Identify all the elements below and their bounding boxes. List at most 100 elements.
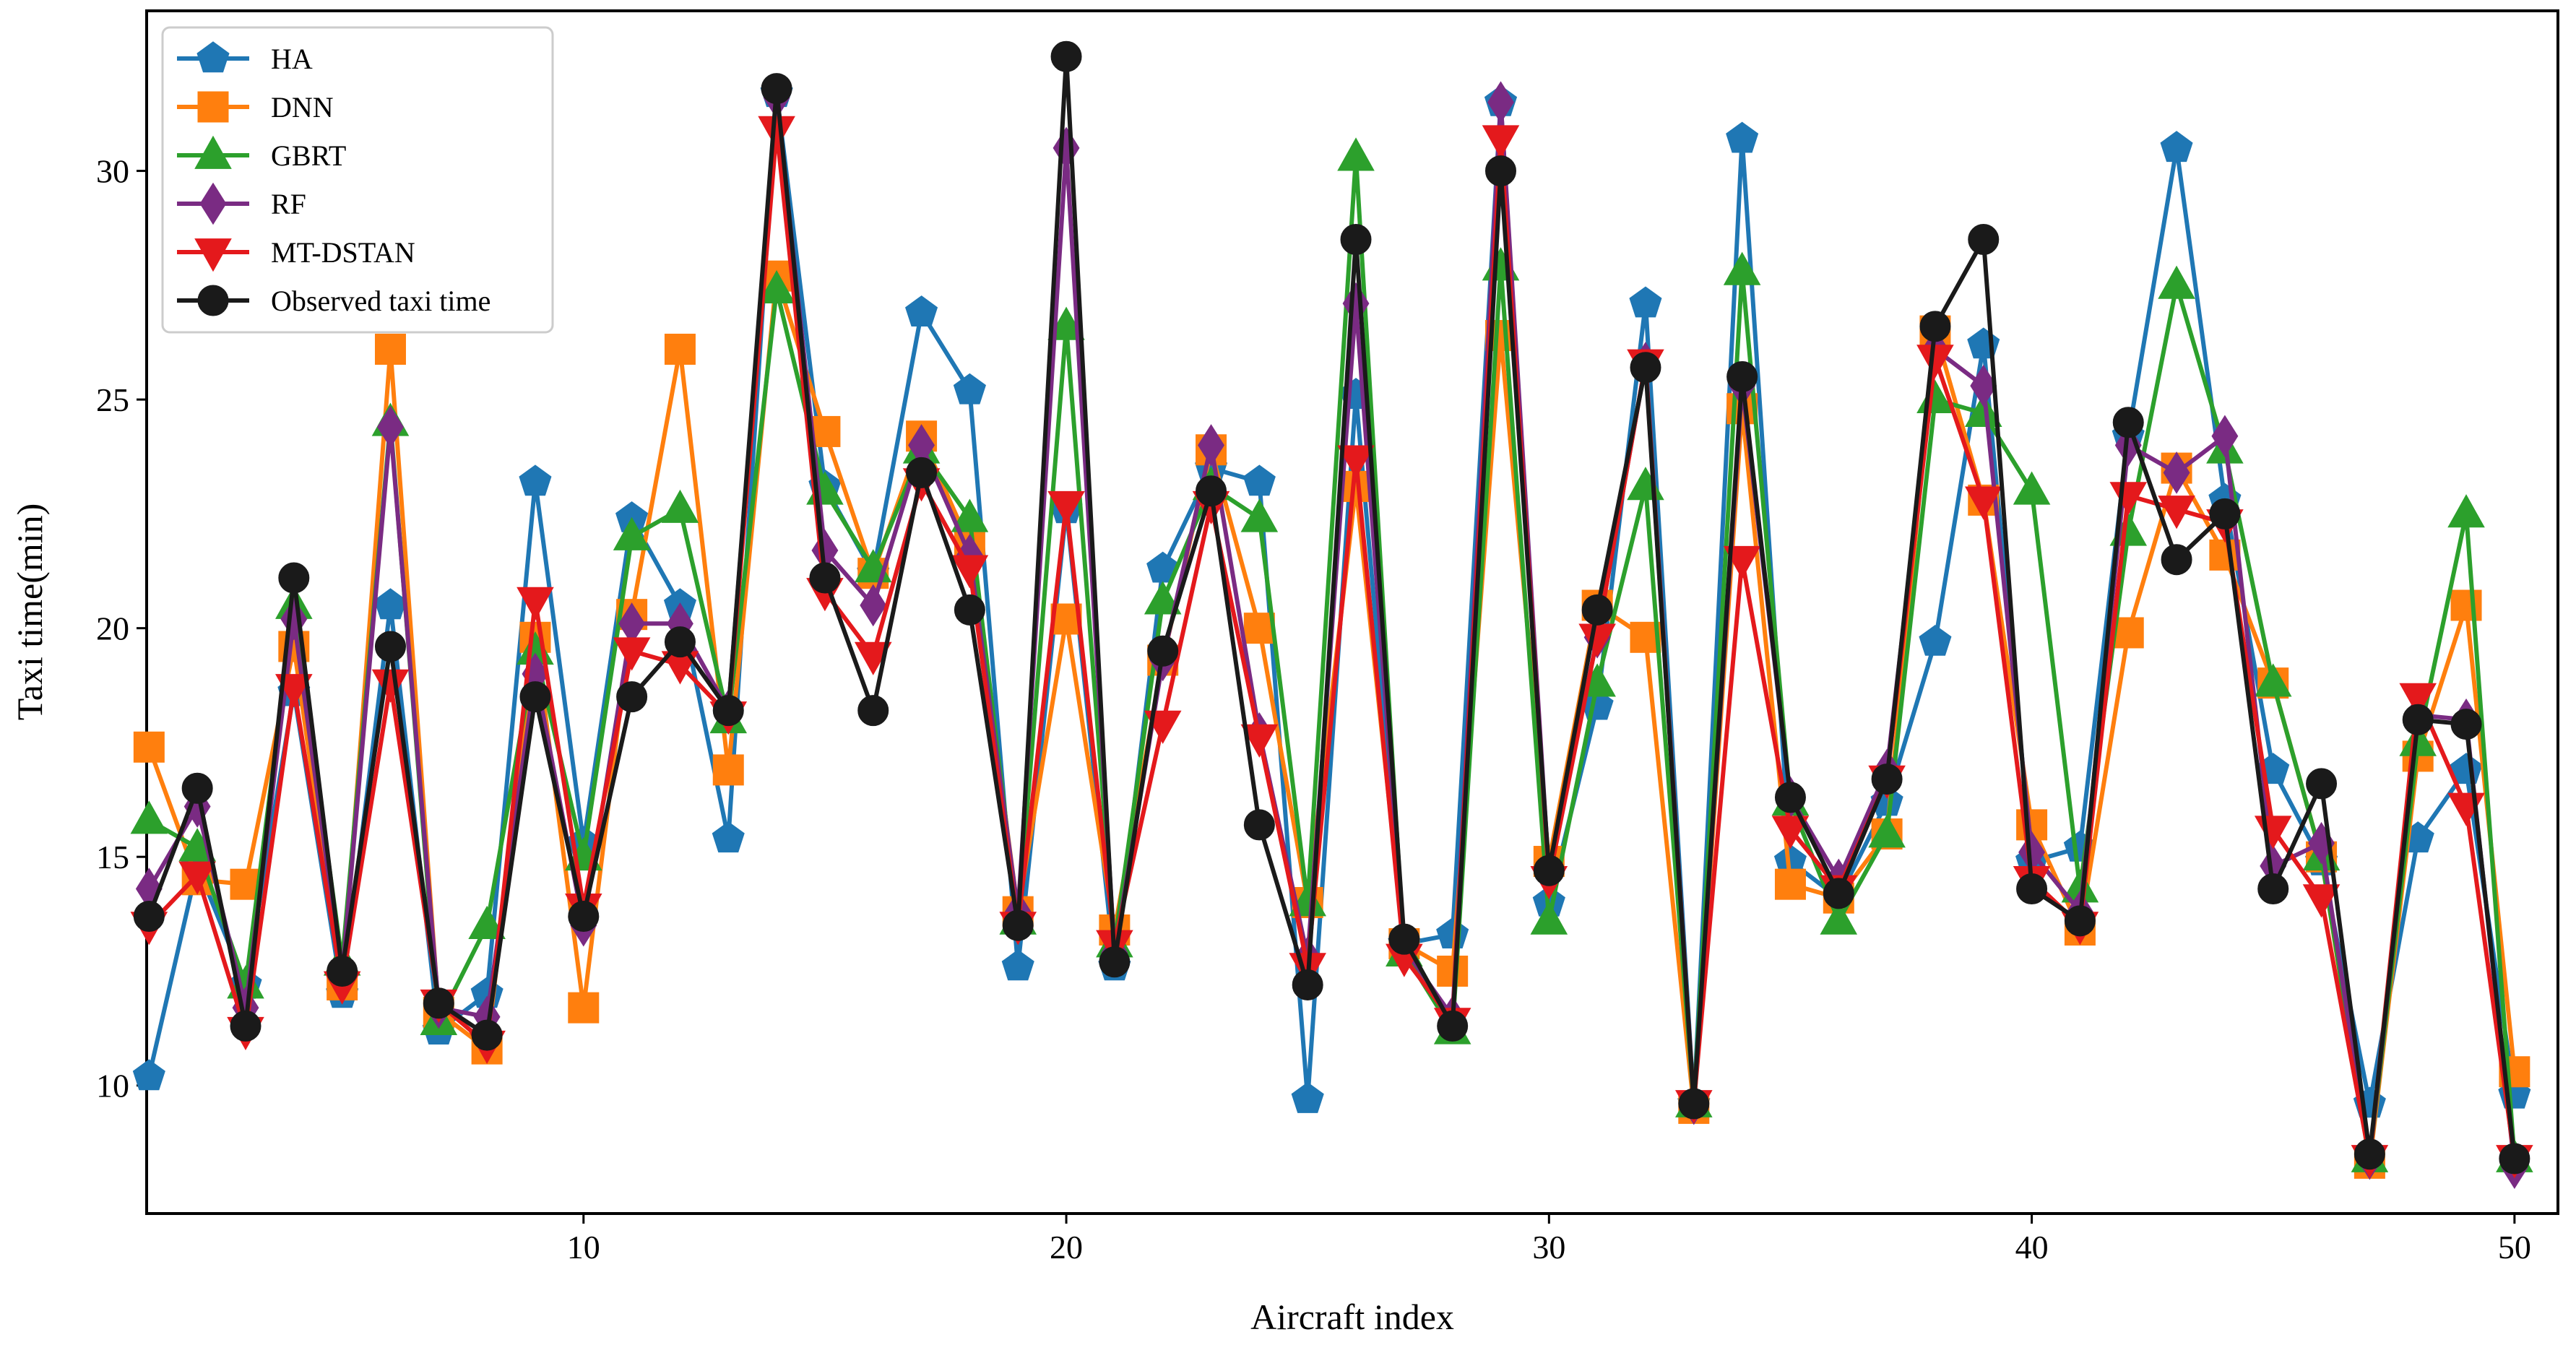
- data-point: [1968, 224, 2000, 256]
- data-point: [133, 731, 165, 763]
- data-point: [517, 587, 554, 620]
- data-point: [1340, 224, 1372, 256]
- y-tick-label: 10: [96, 1068, 129, 1104]
- x-tick-label: 40: [2015, 1229, 2049, 1266]
- data-point: [2450, 589, 2482, 621]
- data-point: [2211, 415, 2239, 458]
- legend-marker: [196, 41, 230, 73]
- legend-item: DNN: [177, 91, 334, 124]
- data-point: [661, 489, 699, 523]
- data-point: [2158, 496, 2195, 529]
- data-point: [1771, 816, 1810, 849]
- data-point: [1242, 464, 1276, 496]
- data-point: [1053, 126, 1080, 170]
- data-point: [1337, 445, 1375, 479]
- data-point: [1723, 545, 1761, 579]
- data-point: [2112, 407, 2144, 438]
- data-point: [1240, 724, 1279, 758]
- data-point: [857, 695, 889, 727]
- data-point: [1337, 137, 1375, 171]
- legend-label: GBRT: [271, 139, 346, 172]
- data-point: [2013, 471, 2051, 505]
- data-point: [951, 555, 989, 589]
- data-point: [275, 674, 313, 708]
- legend-label: HA: [271, 43, 313, 75]
- data-point: [1147, 635, 1179, 667]
- data-point: [371, 669, 410, 703]
- data-point: [132, 1059, 165, 1091]
- data-point: [1871, 764, 1903, 795]
- x-axis-label: Aircraft index: [1250, 1297, 1454, 1337]
- legend-marker: [194, 238, 232, 272]
- data-point: [2209, 498, 2241, 529]
- data-point: [327, 955, 358, 987]
- data-point: [178, 861, 216, 895]
- data-point: [2257, 873, 2289, 905]
- data-point: [758, 269, 795, 304]
- data-point: [613, 516, 651, 550]
- data-point: [712, 821, 745, 853]
- y-tick-label: 30: [96, 153, 129, 190]
- legend-marker: [199, 182, 227, 225]
- data-point: [1919, 624, 1952, 656]
- x-tick-label: 20: [1050, 1229, 1083, 1266]
- data-point: [712, 695, 744, 727]
- data-point: [2064, 905, 2096, 937]
- y-tick-label: 15: [96, 839, 129, 875]
- data-point: [2306, 768, 2338, 800]
- data-point: [1240, 498, 1279, 532]
- legend-label: RF: [271, 188, 306, 220]
- data-point: [2158, 265, 2195, 299]
- data-point: [568, 900, 600, 932]
- data-point: [1047, 490, 1085, 525]
- data-point: [953, 373, 986, 405]
- legend-item: MT-DSTAN: [177, 236, 415, 272]
- data-point: [1482, 125, 1520, 159]
- data-point: [1530, 901, 1568, 935]
- y-tick-label: 25: [96, 381, 129, 418]
- data-point: [377, 405, 404, 449]
- legend-label: DNN: [271, 91, 334, 124]
- data-point: [2399, 722, 2437, 756]
- data-point: [278, 562, 310, 594]
- legend-item: HA: [177, 41, 313, 75]
- data-point: [1919, 311, 1951, 342]
- data-point: [1196, 475, 1227, 507]
- data-point: [423, 987, 454, 1019]
- data-point: [1630, 352, 1661, 384]
- data-point: [951, 498, 989, 532]
- legend-label: Observed taxi time: [271, 285, 490, 317]
- legend: HA DNN GBRT RF MT-DSTAN Observed taxi time: [161, 26, 554, 334]
- data-point: [1291, 1081, 1324, 1113]
- data-point: [568, 992, 600, 1024]
- data-point: [954, 594, 985, 626]
- data-point: [1243, 809, 1275, 841]
- data-point: [1774, 782, 1806, 813]
- data-point: [230, 1010, 262, 1042]
- legend-marker: [197, 285, 229, 316]
- x-tick-label: 50: [2498, 1229, 2531, 1266]
- data-point: [519, 681, 551, 713]
- data-point: [1002, 909, 1034, 941]
- data-point: [2499, 1143, 2530, 1175]
- legend-label: MT-DSTAN: [271, 236, 415, 269]
- data-point: [133, 900, 165, 932]
- data-point: [761, 73, 792, 105]
- data-point: [712, 754, 744, 786]
- data-point: [809, 562, 841, 594]
- data-point: [1820, 901, 1858, 935]
- data-point: [1726, 121, 1759, 153]
- data-point: [2163, 451, 2190, 494]
- data-point: [2402, 704, 2434, 735]
- legend-item: Observed taxi time: [177, 285, 490, 317]
- axis-ticks: 10 20 30 40 50 10 15 20 25 30: [96, 153, 2531, 1266]
- data-point: [1774, 868, 1806, 900]
- legend-item: RF: [177, 182, 306, 225]
- data-point: [906, 457, 938, 488]
- data-point: [1099, 946, 1131, 978]
- y-axis-label: Taxi time(min): [9, 503, 50, 721]
- legend-marker: [194, 135, 232, 169]
- data-point: [860, 584, 887, 627]
- data-point: [2447, 494, 2485, 528]
